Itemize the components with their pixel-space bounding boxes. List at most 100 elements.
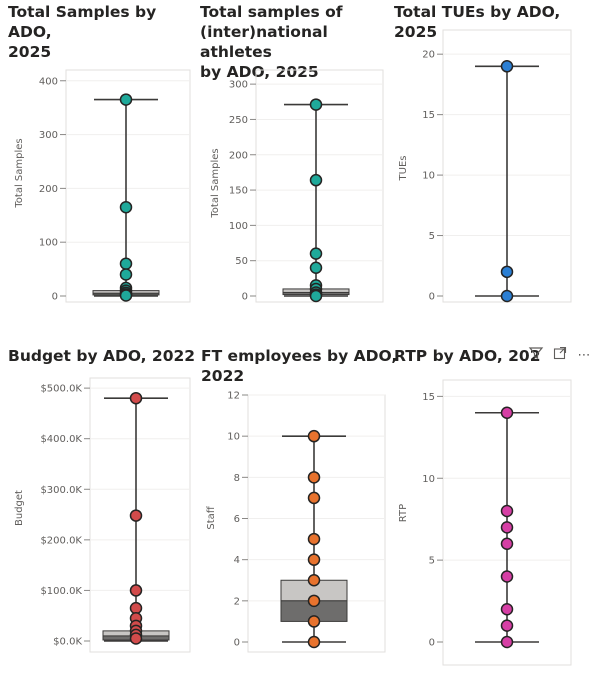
y-tick-label: 5 (429, 231, 435, 242)
focus-mode-icon[interactable] (552, 346, 568, 364)
data-point (307, 594, 321, 608)
chart-svg: 0 5 10 15 RTP (398, 379, 572, 666)
y-tick-label: 150 (229, 186, 248, 197)
chart-panel-rtp[interactable]: RTP by ADO, 202 0 5 10 15 RTP (390, 340, 600, 690)
data-point (500, 521, 514, 534)
y-tick-label: $400.0K (40, 434, 82, 445)
data-point (309, 289, 323, 303)
data-point (119, 200, 133, 214)
y-tick-label: $200.0K (40, 535, 82, 546)
y-tick-label: 8 (234, 473, 240, 484)
data-point (119, 289, 133, 302)
data-point (307, 532, 321, 546)
chart-title: Total TUEs by ADO, 2025 (394, 3, 561, 41)
data-point (309, 98, 323, 111)
data-point (500, 603, 514, 616)
y-tick-label: 100 (229, 221, 248, 232)
data-point (119, 93, 133, 106)
y-axis-label: RTP (398, 504, 409, 522)
data-point (129, 391, 143, 405)
y-tick-label: 5 (429, 556, 435, 567)
chart-svg: $0.0K $100.0K $200.0K $300.0K $400.0K $500.0K… (14, 377, 191, 653)
data-point (500, 60, 514, 73)
y-axis-label: TUEs (398, 156, 409, 182)
y-tick-label: 0 (429, 292, 435, 303)
data-point (129, 601, 143, 615)
y-tick-label: 300 (39, 130, 58, 141)
y-tick-label: 15 (422, 392, 435, 403)
y-tick-label: 15 (422, 110, 435, 121)
y-tick-label: 6 (234, 514, 240, 525)
y-tick-label: 250 (229, 115, 248, 126)
data-point (307, 635, 321, 649)
chart-title: FT employees by ADO, 2022 (201, 347, 398, 385)
y-axis-label: Staff (206, 505, 217, 529)
y-axis-label: Total Samples (14, 138, 25, 208)
y-tick-label: 0 (52, 292, 58, 303)
data-point (500, 570, 514, 583)
data-point (119, 268, 133, 281)
data-point (500, 537, 514, 550)
data-point (500, 265, 514, 279)
y-tick-label: 4 (234, 555, 240, 566)
chart-svg: 0 50 100 150 200 250 300 Total Samples (210, 69, 384, 303)
chart-title: RTP by ADO, 202 (394, 347, 541, 365)
plot-frame (65, 69, 191, 303)
visual-toolbar: ⋯ (528, 346, 592, 364)
data-point (129, 509, 143, 522)
data-point (500, 504, 514, 518)
data-point (129, 584, 143, 597)
more-options-icon[interactable]: ⋯ (577, 347, 591, 363)
data-point (500, 406, 514, 419)
plot-frame (89, 377, 191, 653)
chart-svg: 0 100 200 300 400 Total Samples (14, 69, 191, 303)
y-tick-label: $100.0K (40, 586, 82, 597)
data-point (500, 635, 514, 649)
chart-title: Budget by ADO, 2022 (8, 347, 196, 365)
data-point (307, 491, 321, 505)
y-tick-label: 200 (39, 184, 58, 195)
chart-panel-international-samples[interactable]: Total samples of (inter)national athletes… (200, 0, 400, 330)
y-tick-label: 300 (229, 80, 248, 91)
filter-icon[interactable] (528, 346, 544, 364)
data-point (307, 553, 321, 566)
y-tick-label: 20 (422, 50, 435, 61)
chart-title: Total samples of (inter)national athletes… (200, 3, 343, 81)
y-tick-label: $0.0K (53, 637, 82, 648)
data-point (129, 632, 143, 645)
chart-panel-total-samples[interactable]: Total Samples by ADO, 2025 0 100 200 300 400 T… (0, 0, 200, 330)
y-tick-label: 10 (422, 171, 435, 182)
y-tick-label: 400 (39, 76, 58, 87)
data-point (309, 261, 323, 274)
data-point (307, 471, 321, 484)
y-tick-label: 200 (229, 150, 248, 161)
chart-panel-ft-employees[interactable]: FT employees by ADO, 2022 0 2 4 6 8 10 12 Staff (200, 340, 400, 690)
chart-panel-budget[interactable]: Budget by ADO, 2022 $0.0K $100.0K $200.0K $… (0, 340, 200, 690)
y-tick-label: 12 (227, 391, 240, 402)
chart-svg: 0 5 10 15 20 TUEs (398, 29, 572, 303)
data-point (500, 619, 514, 632)
data-point (307, 429, 321, 443)
y-tick-label: 0 (234, 638, 240, 649)
chart-title: Total Samples by ADO, 2025 (8, 3, 157, 61)
y-tick-label: $300.0K (40, 485, 82, 496)
chart-panel-tues[interactable]: Total TUEs by ADO, 2025 0 5 10 15 20 TUEs (390, 0, 600, 330)
chart-svg: 0 2 4 6 8 10 12 Staff (206, 391, 386, 653)
plot-frame (255, 69, 384, 303)
y-axis-label: Budget (14, 490, 25, 526)
y-tick-label: 0 (429, 638, 435, 649)
y-tick-label: $500.0K (40, 384, 82, 395)
data-point (500, 289, 514, 303)
data-point (309, 173, 323, 187)
data-point (307, 615, 321, 628)
plot-frame (442, 379, 572, 666)
y-tick-label: 100 (39, 238, 58, 249)
y-tick-label: 10 (422, 474, 435, 485)
y-tick-label: 50 (235, 256, 248, 267)
y-tick-label: 0 (242, 292, 248, 303)
y-tick-label: 2 (234, 596, 240, 607)
data-point (119, 257, 133, 270)
y-tick-label: 10 (227, 432, 240, 443)
data-point (309, 247, 323, 260)
data-point (307, 574, 321, 587)
